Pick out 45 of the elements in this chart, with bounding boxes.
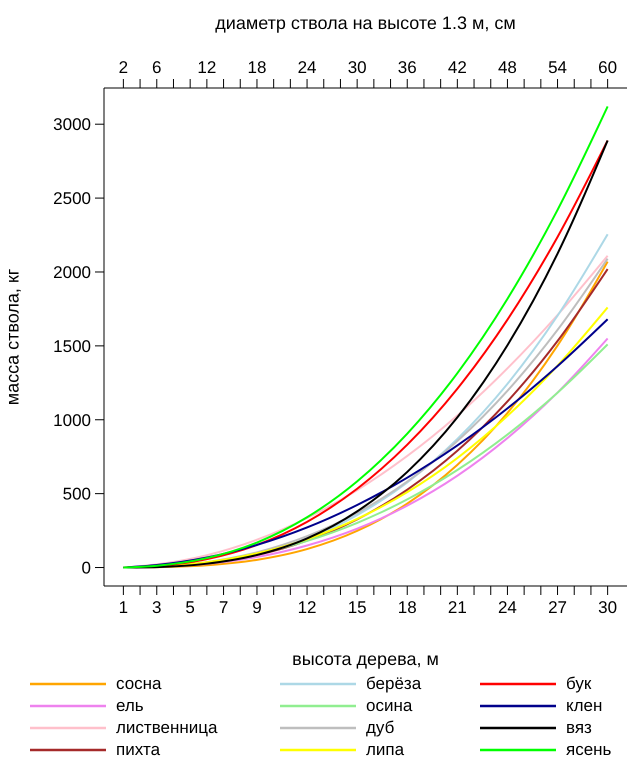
x2-tick-label: 2 bbox=[118, 58, 128, 77]
x-axis-title: высота дерева, м bbox=[292, 649, 439, 669]
x-tick-label: 1 bbox=[118, 598, 128, 618]
legend-label: вяз bbox=[566, 718, 592, 738]
x-tick-label: 24 bbox=[498, 598, 517, 618]
legend-label: липа bbox=[366, 740, 404, 760]
x-tick-label: 9 bbox=[252, 598, 262, 618]
x-tick-label: 27 bbox=[548, 598, 567, 618]
x2-tick-label: 48 bbox=[498, 58, 517, 77]
y-tick-label: 1000 bbox=[53, 410, 91, 430]
x2-axis-title: диаметр ствола на высоте 1.3 м, см bbox=[215, 12, 516, 33]
x-tick-label: 30 bbox=[598, 598, 618, 618]
legend-label: клен bbox=[566, 696, 602, 716]
y-tick-label: 0 bbox=[82, 558, 91, 578]
legend-label: ясень bbox=[566, 740, 612, 760]
y-axis-title: масса ствола, кг bbox=[2, 268, 22, 406]
x2-tick-label: 30 bbox=[348, 58, 367, 77]
x2-tick-label: 36 bbox=[398, 58, 417, 77]
x-tick-label: 5 bbox=[185, 598, 195, 618]
y-tick-label: 3000 bbox=[53, 115, 91, 134]
x2-tick-label: 18 bbox=[248, 58, 266, 77]
legend-label: сосна bbox=[116, 674, 162, 694]
legend-label: ель bbox=[116, 696, 144, 716]
x-tick-label: 3 bbox=[152, 598, 162, 618]
legend-label: берёза bbox=[366, 674, 422, 694]
y-tick-label: 1500 bbox=[53, 336, 91, 356]
y-tick-label: 2500 bbox=[53, 189, 91, 208]
x-tick-label: 18 bbox=[398, 598, 417, 618]
x2-tick-label: 24 bbox=[298, 58, 317, 77]
x2-tick-label: 12 bbox=[197, 58, 216, 77]
x-tick-label: 12 bbox=[298, 598, 317, 618]
x2-tick-label: 6 bbox=[152, 58, 162, 77]
legend-label: осина bbox=[366, 696, 412, 716]
legend-label: бук bbox=[566, 674, 592, 694]
x2-tick-label: 60 bbox=[598, 58, 618, 77]
y-tick-label: 2000 bbox=[53, 263, 91, 282]
legend-label: лиственница bbox=[116, 718, 218, 738]
x2-tick-label: 54 bbox=[548, 58, 567, 77]
x-tick-label: 15 bbox=[348, 598, 367, 618]
legend-label: пихта bbox=[116, 740, 160, 760]
x-tick-label: 21 bbox=[448, 598, 467, 618]
x2-tick-label: 42 bbox=[448, 58, 467, 77]
x-tick-label: 7 bbox=[218, 598, 228, 618]
y-tick-label: 500 bbox=[62, 484, 91, 504]
legend-label: дуб bbox=[366, 718, 394, 738]
